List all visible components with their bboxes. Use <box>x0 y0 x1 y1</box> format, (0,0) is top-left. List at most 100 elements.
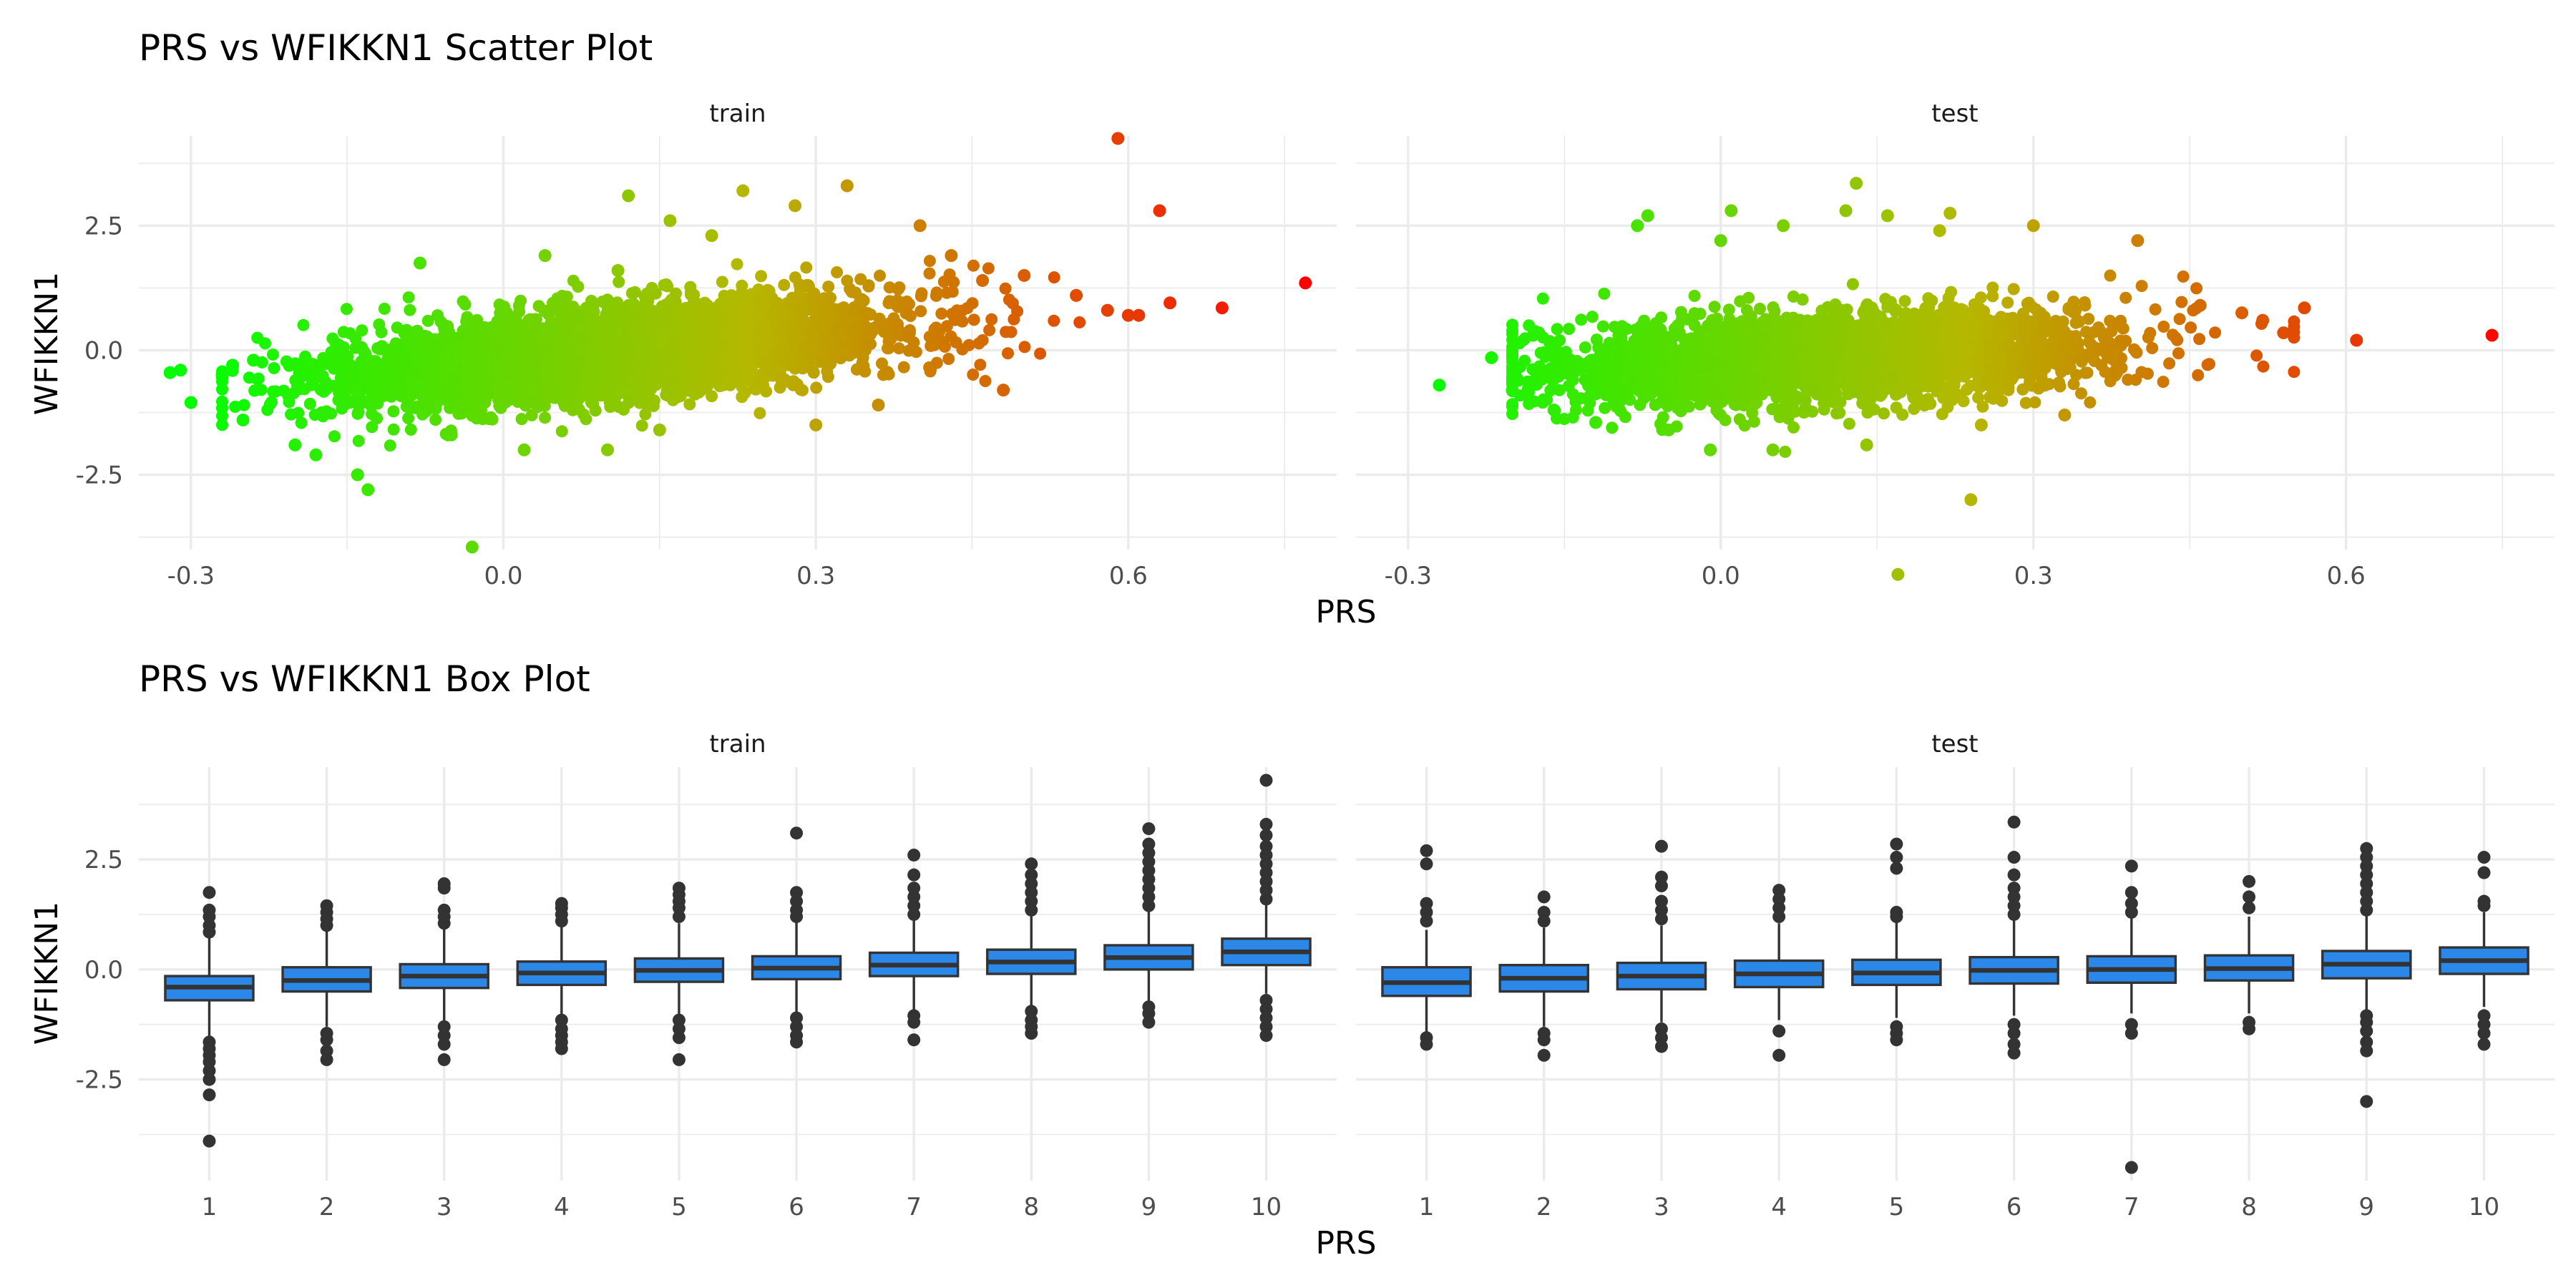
scatter-point <box>552 333 565 346</box>
scatter-point <box>976 273 990 287</box>
scatter-point <box>824 312 836 325</box>
scatter-point <box>892 301 904 313</box>
scatter-x-tick-label: 0.0 <box>484 562 522 590</box>
scatter-point <box>418 387 431 400</box>
scatter-point <box>316 406 328 419</box>
scatter-point <box>579 365 592 378</box>
scatter-point <box>2250 349 2263 362</box>
scatter-point <box>979 375 992 387</box>
scatter-point <box>1163 296 1177 310</box>
scatter-point <box>215 369 229 382</box>
scatter-point <box>163 366 177 379</box>
scatter-point <box>822 280 835 293</box>
scatter-point <box>689 351 702 364</box>
scatter-point <box>935 307 948 320</box>
scatter-point <box>752 375 765 388</box>
scatter-point <box>226 358 240 372</box>
scatter-point <box>402 291 415 304</box>
scatter-point <box>470 324 482 337</box>
scatter-point <box>892 318 904 331</box>
scatter-strip-test: test <box>1931 99 1978 128</box>
scatter-point <box>539 411 552 424</box>
scatter-point <box>678 332 691 345</box>
scatter-point <box>404 423 417 436</box>
scatter-point <box>755 270 768 283</box>
scatter-point <box>693 298 706 311</box>
scatter-point <box>817 353 830 366</box>
scatter-point <box>517 443 531 457</box>
scatter-point <box>537 364 550 376</box>
scatter-point <box>530 313 542 326</box>
scatter-point <box>410 368 423 381</box>
scatter-point <box>421 314 434 327</box>
scatter-point <box>604 321 617 333</box>
scatter-x-tick-label: -0.3 <box>167 562 215 590</box>
scatter-point <box>611 264 625 278</box>
scatter-chart: PRS vs WFIKKN1 Scatter Plot train test -… <box>29 27 2555 630</box>
scatter-point <box>269 385 282 398</box>
scatter-point <box>216 419 228 431</box>
scatter-point <box>893 281 906 294</box>
scatter-point <box>384 439 396 452</box>
scatter-point <box>444 329 456 342</box>
scatter-point <box>522 355 535 368</box>
scatter-point <box>2193 333 2206 346</box>
scatter-point <box>2175 296 2188 308</box>
scatter-point <box>368 360 381 373</box>
scatter-point <box>506 341 519 353</box>
scatter-point <box>967 369 980 381</box>
scatter-point <box>280 355 293 368</box>
scatter-point <box>862 280 875 293</box>
scatter-point <box>983 323 996 336</box>
scatter-point <box>982 262 995 275</box>
scatter-point <box>798 341 811 353</box>
scatter-point <box>669 296 682 308</box>
scatter-point <box>414 256 427 270</box>
scatter-point <box>572 280 585 293</box>
scatter-point <box>389 347 401 360</box>
scatter-y-tick-label: -2.5 <box>76 462 123 490</box>
scatter-point-cloud <box>1506 269 2301 458</box>
scatter-point <box>882 342 894 355</box>
scatter-point <box>753 406 766 419</box>
scatter-point <box>402 412 415 424</box>
scatter-point <box>1018 341 1031 353</box>
scatter-point <box>1002 293 1015 306</box>
scatter-point <box>601 443 615 457</box>
scatter-strip-train: train <box>709 99 766 128</box>
scatter-point <box>1596 320 1609 333</box>
scatter-point <box>776 306 789 318</box>
scatter-point <box>897 361 910 374</box>
scatter-point <box>862 338 874 351</box>
scatter-point <box>358 371 371 384</box>
scatter-point <box>810 381 823 394</box>
scatter-point <box>373 318 386 331</box>
scatter-point <box>704 343 717 356</box>
scatter-point <box>727 302 740 315</box>
scatter-point <box>800 261 813 274</box>
scatter-point <box>709 368 722 381</box>
scatter-point <box>1048 314 1060 327</box>
scatter-point <box>444 428 458 441</box>
scatter-point <box>985 313 998 326</box>
scatter-point <box>493 399 506 412</box>
scatter-point <box>608 399 621 411</box>
scatter-point <box>658 328 670 341</box>
scatter-point <box>812 313 825 326</box>
scatter-point <box>633 362 646 375</box>
scatter-point <box>777 321 790 334</box>
scatter-point <box>872 399 885 412</box>
scatter-point <box>789 329 802 342</box>
scatter-point <box>429 414 442 426</box>
scatter-point <box>247 353 260 367</box>
scatter-point <box>815 294 828 307</box>
scatter-point <box>255 384 268 396</box>
scatter-point <box>371 342 384 355</box>
scatter-point <box>923 255 936 268</box>
scatter-point <box>216 401 228 414</box>
scatter-point <box>882 368 895 381</box>
scatter-point <box>728 376 741 389</box>
scatter-point <box>361 483 375 497</box>
scatter-point <box>849 326 862 339</box>
scatter-point <box>441 389 454 401</box>
